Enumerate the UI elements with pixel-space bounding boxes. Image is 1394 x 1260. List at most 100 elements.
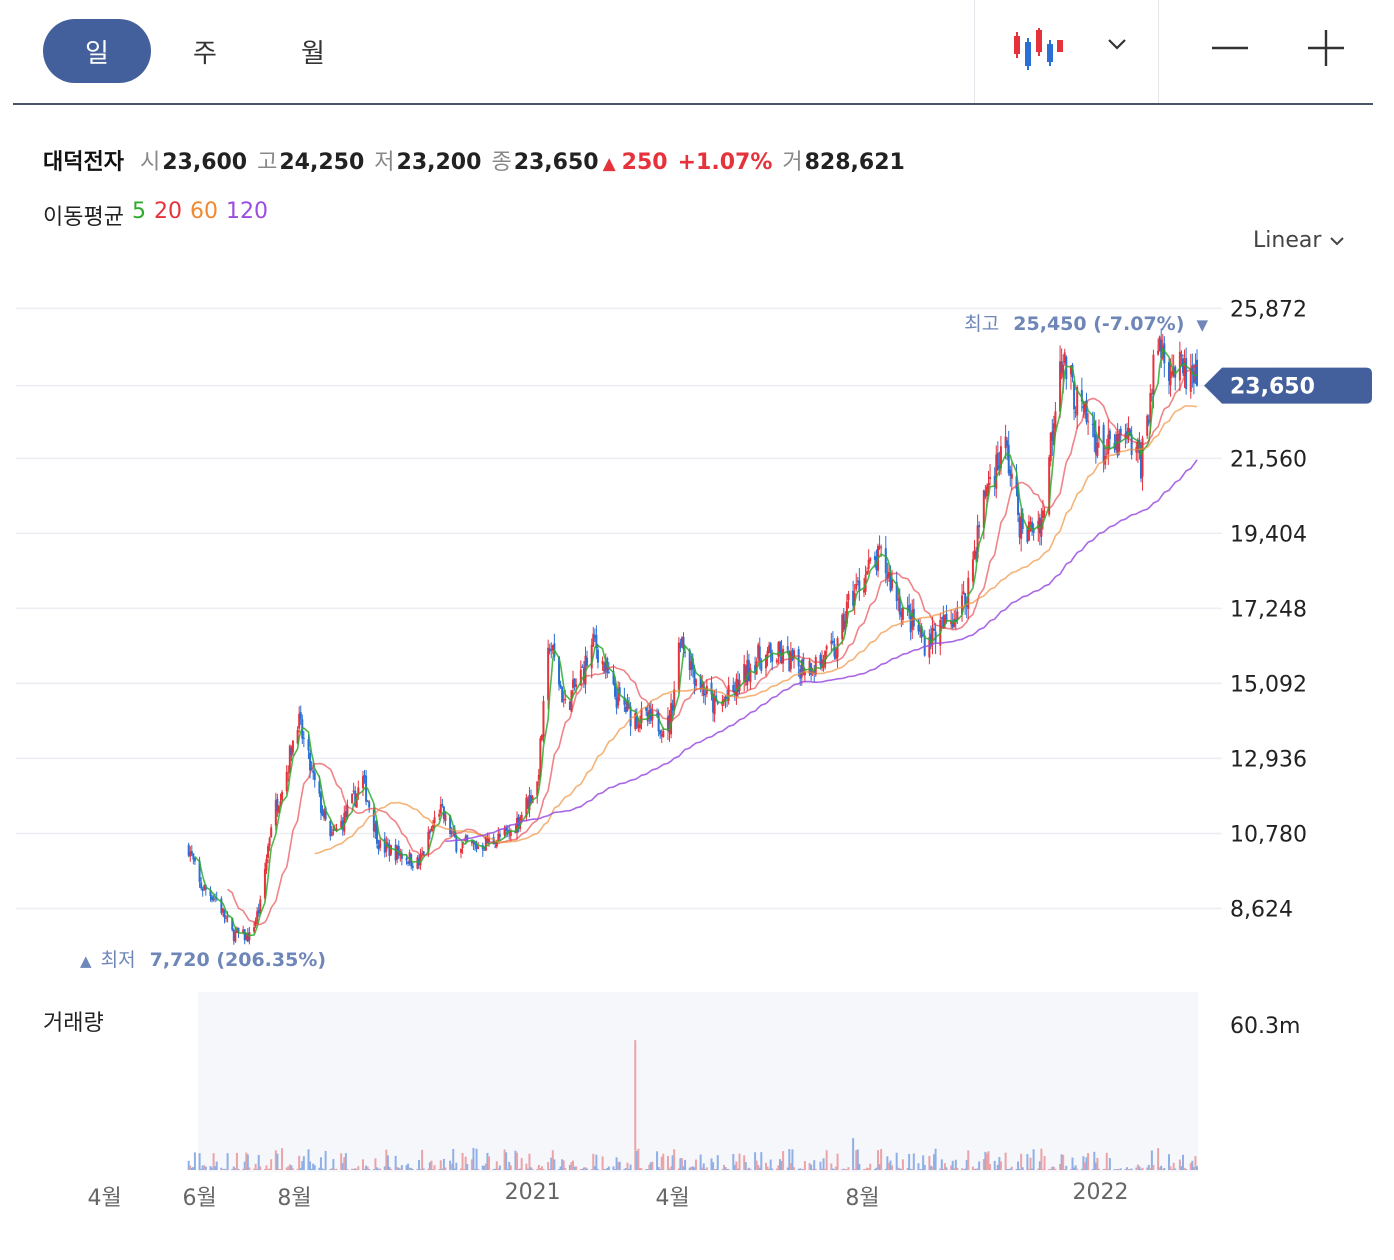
candle [231, 917, 234, 931]
volume-bar [581, 1168, 584, 1170]
volume-bar [1009, 1168, 1012, 1170]
volume-bar [321, 1168, 324, 1170]
volume-bar [624, 1168, 627, 1170]
candle [1010, 473, 1013, 479]
candle [223, 909, 226, 918]
volume-bar [536, 1169, 539, 1170]
tab-day[interactable]: 일 [43, 19, 151, 83]
volume-bar [1080, 1168, 1083, 1170]
volume-bar [1038, 1161, 1041, 1170]
zoom-out-button[interactable] [1206, 24, 1254, 72]
candle [825, 646, 828, 650]
volume-bar [1158, 1167, 1161, 1170]
ma-120-legend[interactable]: 120 [225, 199, 268, 224]
volume-bar [572, 1160, 575, 1170]
volume-bar [477, 1168, 480, 1170]
candle [586, 657, 589, 666]
volume-bar [987, 1151, 990, 1170]
volume-bar [690, 1166, 693, 1170]
volume-bar [279, 1169, 282, 1170]
volume-bar [307, 1149, 310, 1170]
volume-bar [223, 1168, 226, 1170]
tab-month[interactable]: 월 [301, 38, 325, 69]
volume-bar [1116, 1168, 1119, 1170]
chart-toolbar: 일 주 월 [0, 0, 1394, 104]
scale-selector[interactable]: Linear [1253, 228, 1345, 253]
volume-bar [466, 1164, 469, 1170]
volume-bar [1010, 1166, 1013, 1170]
volume-bar [1073, 1167, 1076, 1170]
ma-60-legend[interactable]: 60 [189, 199, 218, 224]
volume-bar [743, 1155, 746, 1170]
candlestick-icon[interactable] [1012, 28, 1064, 72]
volume-bar [811, 1169, 814, 1170]
candle [727, 685, 730, 701]
volume-bar [617, 1162, 620, 1170]
volume-bar [464, 1156, 467, 1170]
chevron-down-icon[interactable] [1106, 36, 1128, 52]
volume-bar [299, 1168, 302, 1170]
volume-bar [1054, 1168, 1057, 1170]
candle [291, 740, 294, 753]
candle [928, 637, 931, 658]
candle [614, 682, 617, 697]
volume-bar [1040, 1148, 1043, 1170]
volume-bar [1183, 1167, 1186, 1170]
candle [712, 693, 715, 713]
volume-bar [1171, 1169, 1174, 1170]
candle [844, 620, 847, 630]
volume-bar [431, 1169, 434, 1170]
volume-bar [996, 1164, 999, 1170]
y-axis-tick: 25,872 [1230, 297, 1307, 322]
candle [680, 637, 683, 646]
price-chart[interactable]: 25,872 21,560 19,404 17,248 15,092 12,936 10,7… [0, 260, 1394, 980]
volume-bar [558, 1169, 561, 1170]
candle [449, 815, 452, 834]
volume-bar [520, 1158, 523, 1170]
toolbar-divider [1158, 0, 1159, 104]
candle [704, 693, 707, 695]
volume-bar [492, 1169, 495, 1170]
volume-bar [463, 1169, 466, 1170]
candle [1129, 429, 1132, 435]
candle [943, 615, 946, 626]
volume-bar [909, 1168, 912, 1170]
stock-name: 대덕전자 [43, 150, 124, 175]
volume-bar [1194, 1156, 1197, 1170]
candle [612, 671, 615, 685]
candle [769, 643, 772, 653]
candle [483, 849, 486, 851]
volume-bar [590, 1169, 593, 1170]
volume-bar [568, 1164, 571, 1170]
volume-bar [365, 1165, 368, 1170]
volume-bar [1085, 1157, 1088, 1170]
volume-bar [407, 1163, 410, 1170]
volume-bar [257, 1154, 260, 1170]
ma-20-legend[interactable]: 20 [153, 199, 182, 224]
volume-bar [855, 1150, 858, 1170]
x-axis-label: 8월 [845, 1186, 880, 1211]
zoom-in-button[interactable] [1302, 24, 1350, 72]
volume-bar [1026, 1154, 1029, 1170]
tab-week[interactable]: 주 [193, 38, 217, 69]
y-axis-tick: 21,560 [1230, 447, 1307, 472]
candle [841, 615, 844, 640]
ma-60-line [314, 405, 1198, 855]
volume-bar [346, 1169, 349, 1170]
candle [299, 712, 302, 720]
volume-bar [820, 1168, 823, 1170]
volume-bar [1147, 1164, 1150, 1170]
volume-bar [604, 1169, 607, 1170]
candle [1051, 431, 1054, 441]
volume-bar [394, 1155, 397, 1170]
change-percent: +1.07% [677, 150, 773, 175]
candle [407, 861, 410, 864]
candle [690, 661, 693, 670]
candle [1158, 336, 1161, 352]
y-axis-tick: 19,404 [1230, 522, 1307, 547]
volume-bar [372, 1169, 375, 1170]
candle [933, 628, 936, 631]
ma-5-legend[interactable]: 5 [131, 199, 146, 224]
volume-bar [1189, 1162, 1192, 1170]
volume-chart[interactable] [0, 990, 1394, 1180]
